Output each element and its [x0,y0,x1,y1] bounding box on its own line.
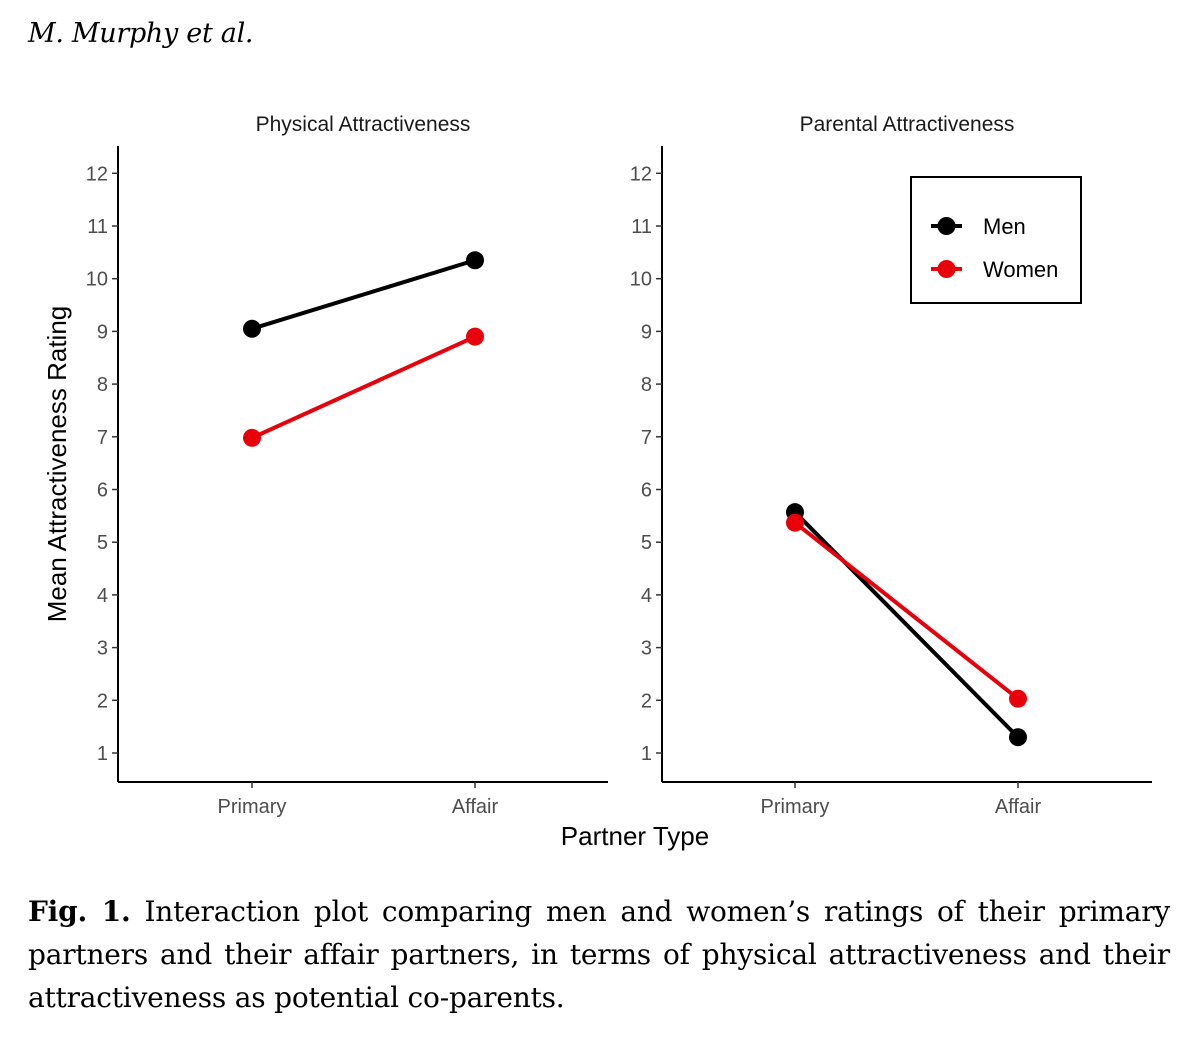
y-tick-label: 12 [630,163,652,185]
data-point-men [1009,728,1027,747]
y-tick-label: 11 [631,216,652,238]
data-point-women [466,327,484,346]
y-tick-label: 10 [86,269,108,291]
y-tick-label: 6 [97,480,108,502]
y-tick-label: 7 [97,427,108,449]
series-line-men [250,258,477,331]
series-line-women [250,334,477,440]
figure-label: Fig. 1. [28,895,131,928]
y-tick-label: 5 [641,532,652,554]
running-head: M. Murphy et al. [28,18,254,49]
series-line-men [793,510,1020,740]
figure-caption: Fig. 1. Interaction plot comparing men a… [28,890,1170,1019]
y-tick-label: 5 [97,532,108,554]
data-point-women [786,513,804,532]
y-tick-label: 2 [641,690,652,712]
data-point-men [243,319,261,338]
legend-key-point [937,217,956,235]
y-tick-label: 10 [630,269,652,291]
y-tick-label: 8 [641,374,652,396]
y-tick-label: 1 [641,743,652,765]
y-tick-label: 9 [97,321,108,343]
y-tick-label: 3 [97,638,108,660]
x-axis-title: Partner Type [561,821,709,851]
data-point-men [466,251,484,270]
y-tick-label: 4 [641,585,652,607]
y-tick-label: 2 [97,690,108,712]
interaction-plot: Physical Attractiveness123456789101112Pr… [42,113,1152,851]
legend-box [910,176,1082,304]
caption-text: Interaction plot comparing men and women… [28,895,1171,1014]
y-tick-label: 6 [641,480,652,502]
legend-label-men: Men [983,214,1026,239]
x-tick-label: Primary [761,796,830,818]
x-tick-label: Primary [218,796,287,818]
y-tick-label: 3 [641,638,652,660]
y-tick-label: 9 [641,321,652,343]
y-tick-label: 12 [86,163,108,185]
panel-title: Physical Attractiveness [256,113,471,136]
y-tick-label: 11 [87,216,108,238]
legend-label-women: Women [983,257,1058,282]
panel-title: Parental Attractiveness [800,113,1015,136]
y-tick-label: 4 [97,585,108,607]
y-tick-label: 7 [641,427,652,449]
series-line-women [793,520,1020,701]
y-axis-title: Mean Attractiveness Rating [42,306,72,623]
y-tick-label: 1 [97,743,108,765]
x-tick-label: Affair [995,796,1042,818]
data-point-women [1009,689,1027,708]
data-point-women [243,428,261,447]
y-tick-label: 8 [97,374,108,396]
legend-key-point [937,260,956,278]
x-tick-label: Affair [452,796,499,818]
